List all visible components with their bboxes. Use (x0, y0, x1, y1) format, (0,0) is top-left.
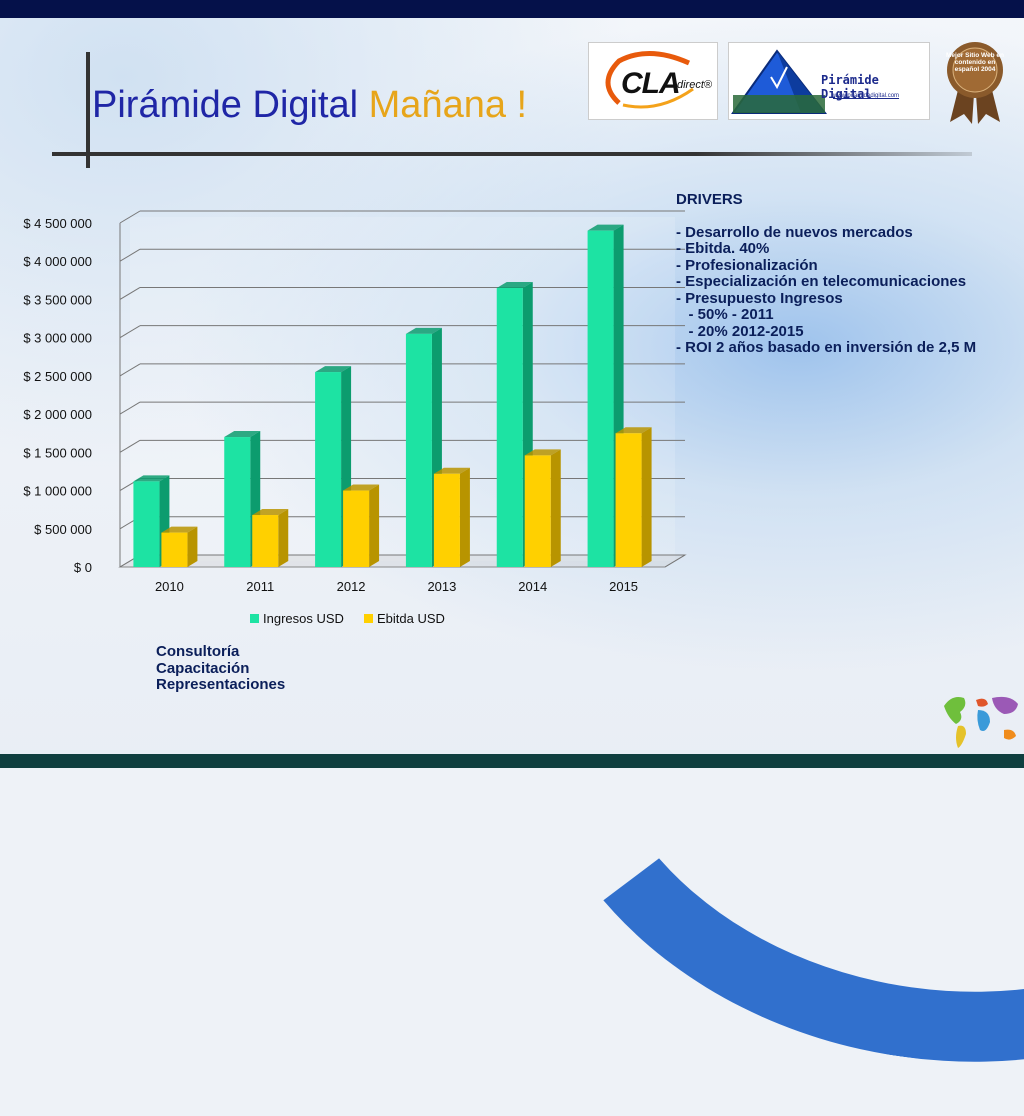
legend-label: Ebitda USD (377, 611, 445, 626)
revenue-ebitda-chart: $ 0 $ 500 000 $ 1 000 000 $ 1 500 000 $ 2 00… (23, 210, 687, 626)
bar-top (252, 509, 289, 516)
title-rule-vertical (86, 52, 90, 168)
y-tick-label: $ 4 000 000 (23, 254, 92, 269)
bar (524, 455, 551, 567)
title-part-blue: Pirámide Digital (92, 84, 359, 126)
driver-item: - Profesionalización (676, 256, 818, 274)
cla-swoosh-icon (605, 50, 694, 109)
bar (252, 515, 279, 567)
bar (433, 473, 460, 567)
bar-side (459, 467, 470, 567)
bar (587, 230, 614, 567)
drivers-panel: DRIVERS - Desarrollo de nuevos mercados … (676, 191, 1021, 357)
y-tick-label: $ 2 000 000 (23, 407, 92, 422)
title-part-gold: Mañana ! (368, 84, 528, 126)
services-list: Consultoría Capacitación Representacione… (156, 643, 286, 694)
driver-item: - 50% - 2011 (676, 306, 774, 323)
bar-top (224, 431, 261, 438)
x-tick-label: 2010 (155, 579, 184, 594)
gridline-diagonal (119, 248, 141, 262)
bar-top (615, 427, 652, 434)
y-tick-label: $ 4 500 000 (23, 216, 92, 231)
gridline-diagonal (119, 287, 141, 300)
footer-band (0, 754, 1024, 768)
gridline-diagonal (119, 325, 141, 339)
service-item: Representaciones (156, 676, 286, 693)
award-seal-icon (947, 42, 1003, 124)
cla-brand-text: CLA (621, 67, 681, 100)
x-axis-end (664, 554, 686, 568)
bar (405, 333, 432, 567)
y-tick-label: $ 2 500 000 (23, 369, 92, 384)
bar (343, 490, 370, 567)
bar (133, 481, 160, 567)
bar-side (550, 449, 561, 567)
gridline-diagonal (119, 439, 141, 453)
legend-label: Ingresos USD (263, 611, 344, 626)
header-band (0, 0, 1024, 18)
legend-swatch (364, 614, 373, 623)
gridline-diagonal (119, 210, 141, 224)
cla-direct-logo: CLA direct® (588, 42, 718, 120)
bar (224, 437, 251, 567)
x-tick-label: 2012 (337, 579, 366, 594)
x-tick-label: 2011 (246, 579, 274, 594)
bar-side (369, 484, 380, 567)
pyramid-icon (731, 49, 828, 114)
bar (315, 372, 342, 567)
service-item: Capacitación (156, 659, 250, 677)
bar-side (641, 427, 652, 567)
y-tick-label: $ 3 500 000 (23, 292, 92, 307)
driver-item: - Ebitda. 40% (676, 240, 770, 257)
gridline-diagonal (119, 363, 141, 377)
bar-top (524, 449, 561, 456)
bar (161, 532, 188, 567)
y-tick-label: $ 500 000 (34, 522, 92, 537)
cla-sub-text: direct® (677, 79, 713, 91)
y-tick-label: $ 3 000 000 (23, 331, 92, 346)
piramide-logo-name: Pirámide Digital (821, 73, 879, 101)
piramide-logo-url: www.piramidedigital.com (833, 93, 900, 99)
driver-item: - Desarrollo de nuevos mercados (676, 223, 913, 241)
bar-top (496, 281, 533, 288)
bar (615, 433, 642, 567)
award-seal-text: Mejor Sitio Web en contenido en español … (945, 52, 1005, 73)
x-tick-label: 2014 (518, 579, 547, 594)
piramide-digital-logo: Pirámide Digital www.piramidedigital.com (728, 42, 930, 120)
y-tick-label: $ 0 (74, 560, 92, 575)
bar-top (433, 467, 470, 474)
bar-top (161, 526, 198, 533)
driver-item: - ROI 2 años basado en inversión de 2,5 … (676, 339, 977, 356)
title-rule-horizontal (52, 152, 972, 156)
chart-axes: $ 0 $ 500 000 $ 1 000 000 $ 1 500 000 $ 2 00… (23, 216, 686, 594)
y-tick-label: $ 1 000 000 (23, 484, 92, 499)
bar-top (405, 327, 442, 334)
legend-swatch (250, 614, 259, 623)
y-tick-label: $ 1 500 000 (23, 445, 92, 460)
gridline-diagonal (119, 401, 141, 415)
driver-item: - Especialización en telecomunicaciones (676, 273, 967, 290)
chart-legend: Ingresos USD Ebitda USD (250, 611, 445, 626)
bar-top (343, 484, 380, 491)
bar-top (133, 475, 170, 482)
bar-side (278, 509, 289, 567)
drivers-heading: DRIVERS (676, 191, 743, 208)
driver-item: - Presupuesto Ingresos (676, 289, 843, 307)
service-item: Consultoría (156, 643, 240, 660)
driver-item: - 20% 2012-2015 (676, 322, 804, 340)
bar-side (187, 526, 198, 567)
bar (496, 287, 523, 567)
chart-bars (133, 224, 652, 567)
bar-top (587, 224, 624, 231)
slide-title: Pirámide Digital Mañana ! (92, 84, 527, 127)
world-map-icon (944, 696, 1018, 748)
x-tick-label: 2013 (427, 579, 456, 594)
x-tick-label: 2015 (609, 579, 638, 594)
bar-top (315, 366, 352, 373)
